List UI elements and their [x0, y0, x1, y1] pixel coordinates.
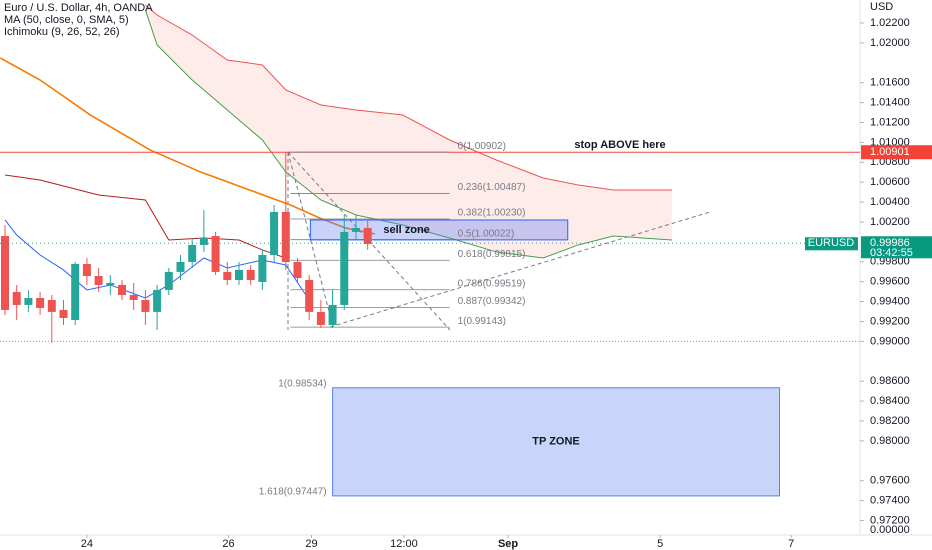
fib-label: 0.887(0.99342) — [458, 296, 526, 307]
candle-body — [223, 271, 232, 280]
candle-body — [363, 227, 372, 244]
candle-body — [82, 263, 91, 277]
y-tick-label: 1.00600 — [870, 176, 910, 188]
y-tick-label: 1.00400 — [870, 196, 910, 208]
candle-body — [176, 261, 185, 272]
y-tick-label: 0.99800 — [870, 256, 910, 268]
candle-body — [281, 211, 290, 262]
candle-body — [293, 261, 302, 278]
chart-title: Euro / U.S. Dollar, 4h, OANDA — [4, 2, 153, 14]
y-tick-label: 1.01200 — [870, 116, 910, 128]
x-tick-label: Sep — [498, 538, 518, 550]
last-price-tag — [861, 236, 932, 259]
tp-zone — [332, 387, 781, 497]
candle-body — [106, 282, 115, 285]
candle-body — [153, 289, 162, 312]
candle-body — [94, 276, 103, 285]
x-tick-label: 29 — [305, 538, 317, 550]
base-line — [4, 174, 286, 259]
fib-label: 0.236(1.00487) — [458, 182, 526, 193]
y-tick-label: 0.97400 — [870, 494, 910, 506]
stop-price-tag — [861, 145, 932, 160]
candle-body — [164, 271, 173, 290]
axis-extra-label: 0.00000 — [870, 524, 910, 536]
fib-label: 0.5(1.00022) — [458, 228, 515, 239]
y-tick-label: 1.00200 — [870, 216, 910, 228]
y-tick-label: 1.02200 — [870, 17, 910, 29]
fib-label: 0.786(0.99519) — [458, 278, 526, 289]
tp-bottom-label: 1.618(0.97447) — [259, 487, 327, 498]
y-tick-label: 0.97200 — [870, 514, 910, 526]
candle-body — [305, 279, 314, 312]
y-tick-label: 0.99000 — [870, 335, 910, 347]
candle-body — [129, 295, 138, 300]
y-tick-label: 1.02000 — [870, 37, 910, 49]
y-tick-label: 0.98200 — [870, 415, 910, 427]
tp-zone-label: TP ZONE — [532, 436, 579, 448]
candle-body — [351, 227, 360, 232]
x-tick-label: 26 — [222, 538, 234, 550]
candle-body — [234, 269, 243, 280]
candle-body — [188, 244, 197, 262]
fib-label: 1(0.99143) — [458, 316, 506, 327]
indicator-label: Ichimoku (9, 26, 52, 26) — [4, 26, 120, 38]
last-price-label: 0.99986 — [870, 237, 910, 249]
candle-body — [141, 299, 150, 312]
y-tick-label: 0.98400 — [870, 395, 910, 407]
ma-line — [0, 57, 375, 235]
candle-body — [270, 211, 279, 256]
candle-body — [211, 236, 220, 272]
candle-body — [258, 255, 267, 282]
x-tick-label: 12:00 — [390, 538, 418, 550]
candle-body — [71, 263, 80, 320]
candle-body — [328, 304, 337, 325]
plot — [0, 4, 860, 497]
y-tick-label: 1.01600 — [870, 77, 910, 89]
candle-body — [36, 297, 45, 308]
candle-body — [47, 299, 56, 312]
countdown-label: 03:42:55 — [870, 247, 913, 259]
indicator-label: MA (50, close, 0, SMA, 5) — [4, 14, 129, 26]
price-axis — [860, 0, 932, 550]
currency: USD — [870, 1, 893, 13]
y-tick-label: 0.99400 — [870, 295, 910, 307]
stop-price-label: 1.00901 — [870, 146, 910, 158]
candle-body — [24, 297, 33, 305]
stop-text: stop ABOVE here — [574, 139, 665, 151]
y-tick-label: 0.99600 — [870, 276, 910, 288]
x-tick-label: 24 — [81, 538, 93, 550]
candle-body — [316, 311, 325, 325]
dashed-line — [287, 151, 334, 328]
y-tick-label: 0.98600 — [870, 375, 910, 387]
x-tick-label: 5 — [657, 538, 663, 550]
tp-top-label: 1(0.98534) — [278, 378, 326, 389]
candle-body — [0, 236, 9, 310]
sell-zone — [309, 219, 569, 241]
sell-zone-label: sell zone — [383, 224, 429, 236]
candle-body — [12, 291, 21, 305]
y-tick-label: 1.01400 — [870, 96, 910, 108]
x-tick-label: 7 — [788, 538, 794, 550]
candle-body — [340, 231, 349, 305]
candle-body — [199, 237, 208, 245]
symbol-tag — [805, 237, 858, 251]
span-b-line — [145, 4, 672, 191]
symbol-label: EURUSD — [808, 237, 855, 249]
candle-body — [59, 309, 68, 318]
candle-body — [246, 269, 255, 280]
fib-label: 0.382(1.00230) — [458, 208, 526, 219]
y-tick-label: 0.97600 — [870, 475, 910, 487]
y-tick-label: 0.98000 — [870, 435, 910, 447]
trend-line — [329, 211, 711, 328]
fib-label: 0.618(0.99815) — [458, 249, 526, 260]
y-tick-label: 0.99200 — [870, 315, 910, 327]
ichimoku-cloud — [145, 4, 672, 258]
fib-label: 0(1.00902) — [458, 141, 506, 152]
candle-body — [117, 284, 126, 296]
